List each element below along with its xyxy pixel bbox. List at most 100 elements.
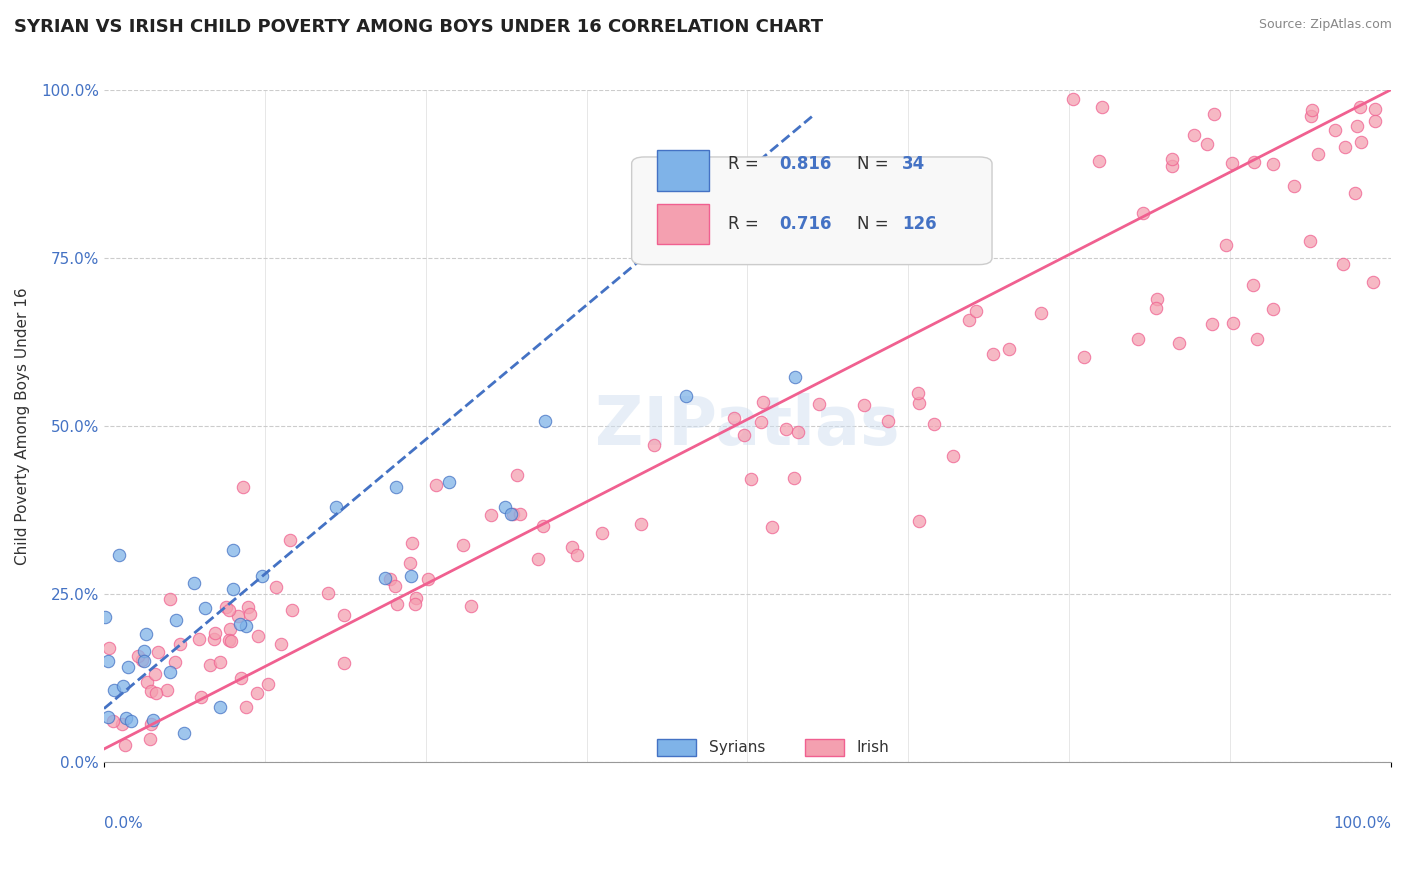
Point <box>236 599 259 614</box>
Point <box>460 599 482 614</box>
Point <box>135 627 157 641</box>
Point <box>103 682 125 697</box>
Point <box>139 732 162 747</box>
Point <box>1350 135 1372 149</box>
Y-axis label: Child Poverty Among Boys Under 16: Child Poverty Among Boys Under 16 <box>15 287 30 565</box>
Point <box>117 660 139 674</box>
Point <box>1324 123 1347 137</box>
Point <box>1161 159 1184 173</box>
Text: 34: 34 <box>901 154 925 173</box>
Point <box>740 472 762 486</box>
Point <box>1261 301 1284 316</box>
Point <box>226 609 249 624</box>
Point <box>1361 275 1384 289</box>
Point <box>97 640 120 655</box>
Point <box>567 549 589 563</box>
Point <box>561 540 583 554</box>
Text: 0.716: 0.716 <box>780 215 832 233</box>
Point <box>997 342 1019 356</box>
Point <box>506 467 529 482</box>
Point <box>215 600 238 615</box>
Point <box>115 711 138 725</box>
Point <box>1201 317 1223 331</box>
Point <box>111 679 134 693</box>
Point <box>807 397 830 411</box>
Text: 0.816: 0.816 <box>780 154 832 173</box>
Point <box>1331 256 1354 270</box>
Point <box>222 582 245 596</box>
Point <box>1215 237 1237 252</box>
Point <box>1202 107 1225 121</box>
Point <box>1168 336 1191 351</box>
Point <box>908 396 931 410</box>
Point <box>752 394 775 409</box>
Point <box>387 598 409 612</box>
Point <box>218 603 240 617</box>
FancyBboxPatch shape <box>658 150 709 191</box>
Point <box>143 666 166 681</box>
Point <box>148 645 170 659</box>
Point <box>202 632 225 646</box>
Point <box>787 425 810 439</box>
Point <box>509 507 531 521</box>
Point <box>877 414 900 428</box>
Point <box>775 422 797 436</box>
Text: 0.0%: 0.0% <box>104 816 143 831</box>
Point <box>1298 234 1320 248</box>
Point <box>479 508 502 523</box>
Point <box>1073 350 1095 364</box>
Point <box>494 500 516 515</box>
FancyBboxPatch shape <box>806 739 844 756</box>
Text: Syrians: Syrians <box>709 740 765 756</box>
Point <box>209 655 232 669</box>
Point <box>385 480 408 494</box>
Point <box>401 535 423 549</box>
Point <box>761 520 783 534</box>
Point <box>159 592 181 607</box>
Point <box>141 684 163 698</box>
Text: ZIPatlas: ZIPatlas <box>595 393 900 459</box>
Point <box>281 603 304 617</box>
Point <box>1146 292 1168 306</box>
Point <box>120 714 142 729</box>
Point <box>250 568 273 582</box>
Text: N =: N = <box>856 154 894 173</box>
Point <box>1197 136 1219 151</box>
Point <box>97 654 120 668</box>
Point <box>1246 332 1268 346</box>
Point <box>222 542 245 557</box>
Point <box>173 725 195 739</box>
Point <box>907 386 929 401</box>
Point <box>1299 109 1322 123</box>
Point <box>218 622 240 636</box>
Point <box>156 682 179 697</box>
Point <box>190 690 212 704</box>
Point <box>1031 306 1053 320</box>
Point <box>163 656 186 670</box>
Point <box>405 591 427 606</box>
Point <box>131 653 153 667</box>
Point <box>527 552 550 566</box>
Point <box>591 526 613 541</box>
Point <box>1261 156 1284 170</box>
Point <box>675 389 697 403</box>
Point <box>723 410 745 425</box>
Point <box>114 738 136 752</box>
Point <box>218 632 240 647</box>
Text: SYRIAN VS IRISH CHILD POVERTY AMONG BOYS UNDER 16 CORRELATION CHART: SYRIAN VS IRISH CHILD POVERTY AMONG BOYS… <box>14 18 823 36</box>
Point <box>194 601 217 615</box>
Point <box>246 686 269 700</box>
Point <box>204 625 226 640</box>
Point <box>219 633 242 648</box>
FancyBboxPatch shape <box>658 204 709 244</box>
Point <box>1132 206 1154 220</box>
Point <box>318 585 340 599</box>
Point <box>111 717 134 731</box>
Point <box>198 657 221 672</box>
FancyBboxPatch shape <box>658 739 696 756</box>
Point <box>374 571 396 585</box>
Point <box>1334 140 1357 154</box>
Point <box>1306 147 1329 161</box>
Point <box>437 475 460 489</box>
Point <box>451 538 474 552</box>
